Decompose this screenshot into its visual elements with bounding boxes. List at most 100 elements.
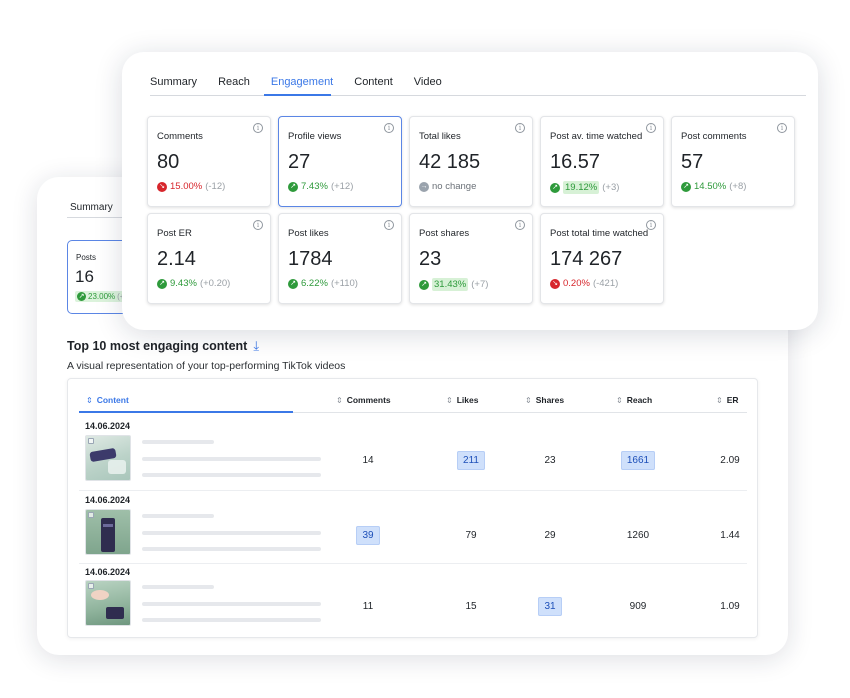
column-header-label: Comments bbox=[346, 395, 391, 405]
info-icon[interactable]: i bbox=[777, 123, 787, 133]
column-header-label: Shares bbox=[535, 395, 565, 405]
tab-video[interactable]: Video bbox=[413, 76, 442, 88]
metric-label: Total likes bbox=[419, 131, 461, 142]
product-image bbox=[89, 448, 126, 474]
section-title: Top 10 most engaging content ⤓ bbox=[67, 338, 259, 354]
arrow-right-icon: → bbox=[419, 181, 429, 192]
cell-likes: 211 bbox=[441, 451, 501, 470]
column-header-label: Reach bbox=[626, 395, 653, 405]
metric-card-post-shares[interactable]: i Post shares 23 ↗ 31.43% (+7) bbox=[409, 213, 533, 304]
metric-change: ↗ 31.43% (+7) bbox=[419, 278, 488, 291]
metric-change-percent: 0.20% bbox=[563, 278, 590, 289]
metric-change-percent: 6.22% bbox=[301, 278, 328, 289]
product-image bbox=[91, 590, 124, 619]
metric-change: ↗ 14.50% (+8) bbox=[681, 181, 746, 192]
column-header-label: Likes bbox=[456, 395, 479, 405]
cell-shares: 23 bbox=[544, 455, 556, 466]
column-header-label: Content bbox=[96, 395, 129, 405]
column-header-likes[interactable]: ⇕ Likes bbox=[446, 395, 478, 405]
info-icon[interactable]: i bbox=[515, 220, 525, 230]
active-tab-indicator bbox=[264, 94, 331, 96]
column-header-reach[interactable]: ⇕ Reach bbox=[616, 395, 652, 405]
info-icon[interactable]: i bbox=[646, 220, 656, 230]
tab-content[interactable]: Content bbox=[354, 76, 393, 88]
row-divider bbox=[79, 490, 747, 491]
metric-change-delta: (+12) bbox=[330, 181, 354, 192]
metric-change-percent: 23.00% bbox=[88, 292, 116, 301]
info-icon[interactable]: i bbox=[253, 123, 263, 133]
metric-card-post-av-time-watched[interactable]: i Post av. time watched 16.57 ↗ 19.12% (+3) bbox=[540, 116, 664, 207]
cell-shares: 29 bbox=[544, 530, 556, 541]
cell-reach: 1661 bbox=[608, 451, 668, 470]
metric-card-total-likes[interactable]: i Total likes 42 185 → no change bbox=[409, 116, 533, 207]
metric-label: Comments bbox=[157, 131, 203, 142]
download-icon[interactable]: ⤓ bbox=[253, 338, 260, 353]
metric-change-percent: 19.12% bbox=[563, 181, 600, 194]
metric-change-delta: (+3) bbox=[602, 182, 620, 193]
metric-change-delta: (-421) bbox=[592, 278, 619, 289]
metric-change: ↘ 0.20% (-421) bbox=[550, 278, 618, 289]
cell-reach: 1260 bbox=[626, 530, 650, 541]
metric-value: 80 bbox=[157, 151, 180, 173]
metric-label: Post av. time watched bbox=[550, 131, 643, 142]
active-column-indicator bbox=[79, 411, 293, 413]
tab-summary-back[interactable]: Summary bbox=[70, 202, 113, 213]
metric-value: 2.14 bbox=[157, 248, 196, 270]
metric-card-profile-views[interactable]: i Profile views 27 ↗ 7.43% (+12) bbox=[278, 116, 402, 207]
info-icon[interactable]: i bbox=[253, 220, 263, 230]
metric-change-percent: 14.50% bbox=[694, 181, 727, 192]
video-thumbnail[interactable] bbox=[85, 580, 131, 626]
metric-card-comments[interactable]: i Comments 80 ↘ 15.00% (-12) bbox=[147, 116, 271, 207]
engagement-panel: Summary Reach Engagement Content Video i… bbox=[122, 52, 818, 330]
arrow-up-right-icon: ↗ bbox=[550, 182, 560, 193]
info-icon[interactable]: i bbox=[646, 123, 656, 133]
sort-icon: ⇕ bbox=[716, 395, 723, 405]
metric-value: 16.57 bbox=[550, 151, 601, 173]
metric-change: ↗ 7.43% (+12) bbox=[288, 181, 353, 192]
skeleton-line bbox=[142, 618, 321, 622]
metric-label: Post ER bbox=[157, 228, 192, 239]
tab-reach[interactable]: Reach bbox=[218, 76, 250, 88]
video-thumbnail[interactable] bbox=[85, 435, 131, 481]
video-thumbnail[interactable] bbox=[85, 509, 131, 555]
metric-change-delta: (+0.20) bbox=[199, 278, 231, 289]
tab-engagement[interactable]: Engagement bbox=[270, 76, 334, 88]
metric-card-post-likes[interactable]: i Post likes 1784 ↗ 6.22% (+110) bbox=[278, 213, 402, 304]
section-subtitle: A visual representation of your top-perf… bbox=[67, 360, 346, 372]
metric-value: 174 267 bbox=[550, 248, 623, 270]
skeleton-line bbox=[142, 547, 321, 551]
video-type-icon bbox=[88, 438, 94, 444]
metric-change-delta: (+110) bbox=[330, 278, 358, 289]
arrow-up-right-icon: ↗ bbox=[419, 279, 429, 290]
metric-change-delta: (+8) bbox=[729, 181, 747, 192]
metric-change-percent: 15.00% bbox=[170, 181, 203, 192]
metric-value: 23 bbox=[419, 248, 442, 270]
metric-label: Post likes bbox=[288, 228, 329, 239]
info-icon[interactable]: i bbox=[384, 220, 394, 230]
metric-card-post-comments[interactable]: i Post comments 57 ↗ 14.50% (+8) bbox=[671, 116, 795, 207]
metric-card-post-total-time-watched[interactable]: i Post total time watched 174 267 ↘ 0.20% (-4… bbox=[540, 213, 664, 304]
metric-value: 27 bbox=[288, 151, 311, 173]
sort-icon: ⇕ bbox=[336, 395, 343, 405]
column-header-content[interactable]: ⇕ Content bbox=[86, 395, 129, 405]
metric-change: ↗ 19.12% (+3) bbox=[550, 181, 619, 194]
video-type-icon bbox=[88, 512, 94, 518]
cell-comments: 39 bbox=[338, 526, 398, 545]
skeleton-line bbox=[142, 585, 214, 589]
column-header-shares[interactable]: ⇕ Shares bbox=[525, 395, 564, 405]
skeleton-line bbox=[142, 440, 214, 444]
info-icon[interactable]: i bbox=[384, 123, 394, 133]
arrow-up-right-icon: ↗ bbox=[288, 181, 298, 192]
cell-likes: 15 bbox=[465, 601, 477, 612]
tab-summary[interactable]: Summary bbox=[150, 76, 198, 88]
row-date: 14.06.2024 bbox=[85, 567, 131, 577]
skeleton-line bbox=[142, 602, 321, 606]
metric-change: ↗ 9.43% (+0.20) bbox=[157, 278, 230, 289]
metric-label: Post comments bbox=[681, 131, 747, 142]
column-header-comments[interactable]: ⇕ Comments bbox=[336, 395, 391, 405]
info-icon[interactable]: i bbox=[515, 123, 525, 133]
metric-card-post-er[interactable]: i Post ER 2.14 ↗ 9.43% (+0.20) bbox=[147, 213, 271, 304]
metric-change: ↗ 23.00% (+ bbox=[75, 291, 128, 302]
metric-value: 1784 bbox=[288, 248, 333, 270]
column-header-er[interactable]: ⇕ ER bbox=[716, 395, 739, 405]
